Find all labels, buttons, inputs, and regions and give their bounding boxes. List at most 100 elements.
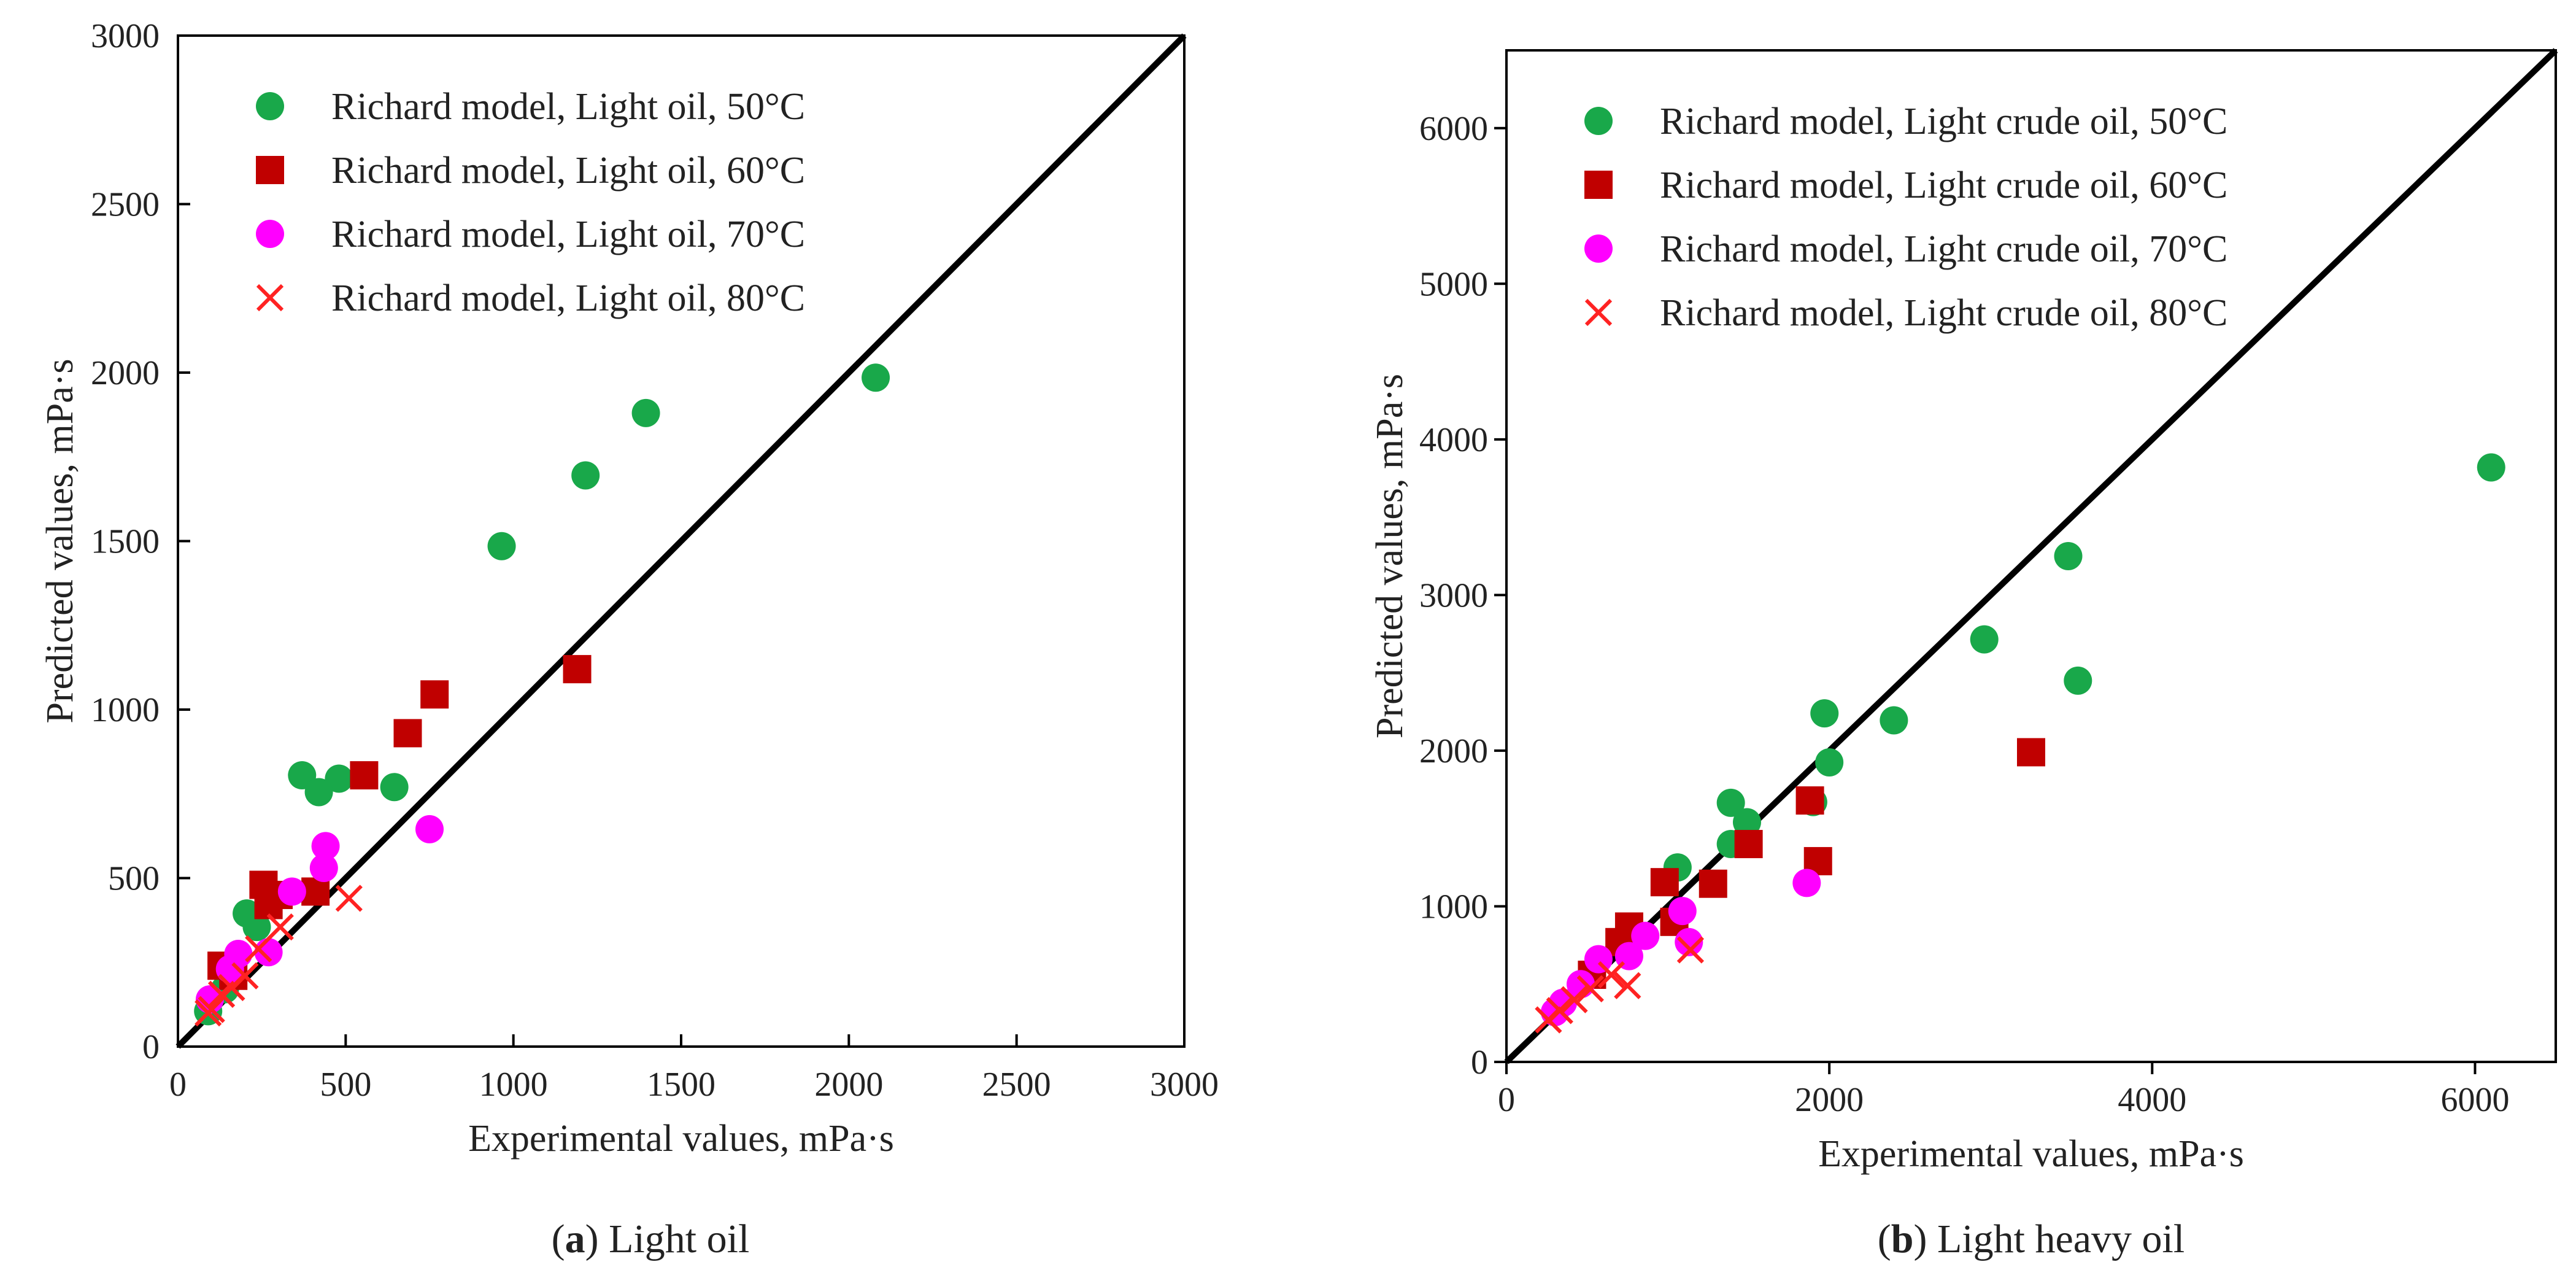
caption: (b) Light heavy oil: [1878, 1217, 2185, 1261]
data-point: [1631, 921, 1660, 950]
y-tick-label: 1500: [91, 523, 160, 561]
identity-line: [1504, 48, 2558, 1064]
data-point: [415, 815, 444, 843]
legend-marker: [1584, 298, 1613, 327]
data-point: [311, 832, 340, 861]
data-point: [420, 680, 449, 709]
data-point: [563, 655, 592, 684]
series-4: [1535, 936, 1705, 1034]
data-point: [1597, 961, 1625, 989]
x-stroke: [245, 935, 272, 962]
x-stroke: [207, 980, 236, 1009]
data-point: [1676, 936, 1705, 964]
x-stroke: [335, 885, 363, 912]
legend: Richard model, Light oil, 50°C Richard mo…: [256, 86, 805, 319]
y-tick-label: 0: [1471, 1044, 1488, 1082]
legend-entry: Richard model, Light oil, 50°C: [331, 86, 805, 128]
data-point: [309, 854, 338, 883]
caption-open: (: [552, 1217, 565, 1261]
x-tick-label: 3000: [1150, 1066, 1219, 1104]
series-2: [207, 655, 592, 990]
caption-label: a: [565, 1217, 585, 1261]
y-tick-label: 3000: [91, 17, 160, 55]
data-point: [1815, 748, 1844, 776]
legend-marker: [1584, 171, 1613, 199]
x-stroke: [1560, 986, 1588, 1013]
legend-entry: Richard model, Light oil, 80°C: [331, 277, 805, 319]
legend-entry: Richard model, Light crude oil, 60°C: [1660, 165, 2227, 206]
data-point: [335, 885, 363, 912]
data-point: [380, 773, 409, 802]
data-point: [1795, 786, 1824, 815]
x-tick-label: 6000: [2440, 1081, 2509, 1119]
data-point: [1970, 625, 1999, 654]
data-point: [304, 778, 333, 807]
legend-entry: Richard model, Light crude oil, 80°C: [1660, 292, 2227, 334]
data-point: [350, 761, 379, 790]
chart-a: 0 500 1000 1500 2000 2500 3000 0 500 1000 1500 2000…: [39, 17, 1219, 1261]
x-stroke: [1614, 972, 1641, 999]
y-axis-label: Predicted values, mPa·s: [1369, 374, 1411, 738]
data-point: [195, 999, 222, 1027]
y-tick-label: 1000: [91, 691, 160, 729]
data-point: [571, 461, 600, 490]
data-point: [2017, 738, 2045, 767]
data-point: [631, 398, 660, 427]
x-stroke: [1584, 298, 1613, 327]
y-axis-label: Predicted values, mPa·s: [39, 358, 81, 723]
x-stroke: [1597, 961, 1625, 989]
data-point: [1614, 972, 1641, 999]
data-point: [1792, 869, 1821, 897]
x-axis-label: Experimental values, mPa·s: [468, 1118, 894, 1160]
x-stroke: [256, 284, 284, 312]
x-tick-label: 4000: [2118, 1081, 2186, 1119]
x-stroke: [266, 913, 294, 941]
y-tick-label: 5000: [1419, 265, 1488, 303]
chart-b: 0 2000 4000 6000 0 1000 2000 3000 4000 5000 6000 Ex…: [1369, 48, 2558, 1261]
y-tick-label: 2000: [1419, 732, 1488, 770]
series-1: [1663, 453, 2505, 882]
data-point: [1535, 1006, 1562, 1034]
x-stroke: [1535, 1006, 1562, 1034]
y-tick-label: 500: [108, 860, 160, 898]
data-point: [2054, 542, 2083, 570]
data-point: [1576, 975, 1604, 1002]
identity-line: [175, 33, 1187, 1049]
x-stroke: [1676, 936, 1705, 964]
legend-marker: [256, 284, 284, 312]
data-point: [245, 935, 272, 962]
x-tick-label: 2000: [814, 1066, 883, 1104]
legend: Richard model, Light crude oil, 50°C Rich…: [1584, 101, 2227, 334]
x-tick-label: 0: [1498, 1081, 1515, 1119]
data-point: [266, 913, 294, 941]
x-tick-label: 1000: [479, 1066, 548, 1104]
caption-text: Light oil: [609, 1217, 749, 1261]
caption-close: ): [1913, 1217, 1937, 1261]
legend-entry: Richard model, Light crude oil, 70°C: [1660, 228, 2227, 270]
legend-entry: Richard model, Light oil, 70°C: [331, 214, 805, 255]
data-point: [1668, 897, 1697, 926]
data-point: [1650, 868, 1679, 897]
y-tick-label: 0: [142, 1028, 160, 1066]
y-tick-label: 1000: [1419, 888, 1488, 926]
legend-marker: [1584, 107, 1613, 135]
legend-entry: Richard model, Light crude oil, 50°C: [1660, 101, 2227, 142]
data-point: [487, 532, 516, 560]
data-point: [254, 938, 283, 967]
data-point: [207, 980, 236, 1009]
data-point: [1584, 945, 1613, 974]
x-stroke: [195, 999, 222, 1027]
y-tick-label: 2000: [91, 354, 160, 392]
series-2: [1578, 738, 2045, 989]
x-tick-label: 2500: [982, 1066, 1051, 1104]
caption-open: (: [1878, 1217, 1891, 1261]
x-axis-label: Experimental values, mPa·s: [1818, 1133, 2244, 1175]
plot-frame: [1505, 49, 2557, 1063]
caption-close: ): [585, 1217, 609, 1261]
legend-marker: [256, 92, 284, 120]
data-point: [1734, 830, 1763, 859]
data-point: [215, 955, 244, 983]
x-tick-label: 0: [169, 1066, 187, 1104]
y-tick-label: 6000: [1419, 110, 1488, 148]
